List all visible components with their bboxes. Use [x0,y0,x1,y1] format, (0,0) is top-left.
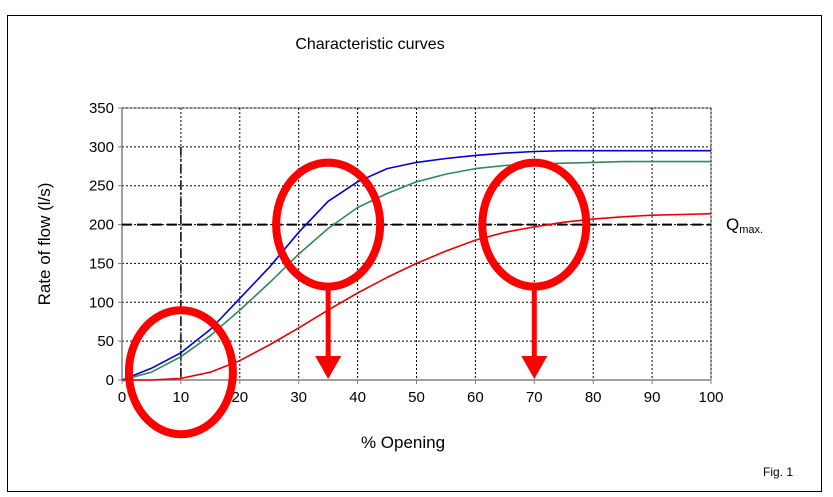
arrow-head [315,356,342,379]
reference-lines [122,146,711,380]
x-tick-label: 40 [349,389,366,406]
chart-title: Characteristic curves [295,36,444,53]
series-line-3 [122,212,712,381]
x-tick-label: 20 [231,389,248,406]
chart-frame: 0 50 100 150 200 250 300 350 0 10 20 30 40 50 60 70 80 9… [7,15,822,492]
y-tick-label: 100 [89,294,114,311]
axes [118,107,712,384]
figure-label: Fig. 1 [763,465,793,479]
y-axis-label: Rate of flow (l/s) [35,183,54,306]
x-axis-label: % Opening [361,433,445,452]
y-tick-label: 300 [89,139,114,156]
x-tick-label: 50 [408,389,425,406]
highlight-circle [124,306,237,439]
qmax-label: Qmax. [726,215,763,236]
y-tick-label: 200 [89,217,114,234]
highlight-circle [272,158,385,291]
qmax-letter: Q [726,215,739,234]
x-tick-label: 60 [467,389,484,406]
x-tick-label: 100 [698,389,723,406]
annotations [124,158,591,439]
x-tick-label: 70 [526,389,543,406]
series-line-1 [121,149,711,381]
x-tick-label: 30 [290,389,307,406]
y-tick-label: 0 [106,372,114,389]
y-tick-label: 250 [89,178,114,195]
arrow-head [521,356,548,379]
y-tick-label: 150 [89,255,114,272]
qmax-subscript: max. [739,224,763,236]
y-tick-label: 350 [89,100,114,117]
x-tick-label: 90 [644,389,661,406]
y-tick-labels: 0 50 100 150 200 250 300 350 [89,100,114,389]
x-tick-label: 80 [585,389,602,406]
x-tick-labels: 0 10 20 30 40 50 60 70 80 90 100 [118,389,724,406]
chart-svg: 0 50 100 150 200 250 300 350 0 10 20 30 40 50 60 70 80 9… [35,36,793,479]
x-tick-label: 0 [118,389,126,406]
highlight-circle [478,158,591,291]
x-tick-label: 10 [173,389,190,406]
y-tick-label: 50 [97,333,114,350]
